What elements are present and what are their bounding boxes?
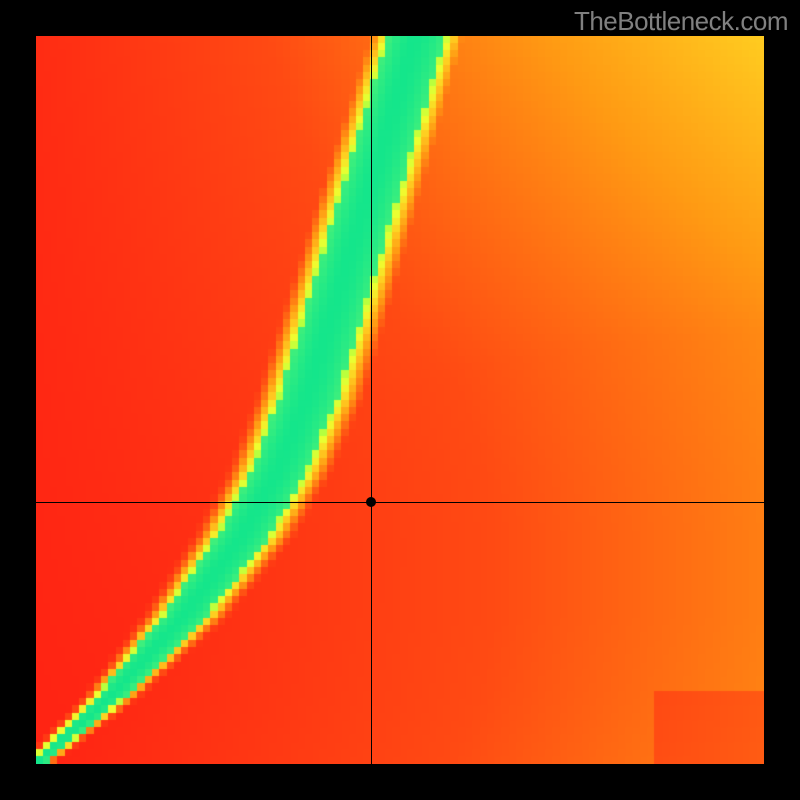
- marker-dot: [366, 497, 376, 507]
- heatmap-canvas: [36, 36, 764, 764]
- crosshair-horizontal: [36, 502, 764, 503]
- watermark-text: TheBottleneck.com: [574, 6, 788, 37]
- chart-container: TheBottleneck.com: [0, 0, 800, 800]
- crosshair-vertical: [371, 36, 372, 764]
- plot-area: [36, 36, 764, 764]
